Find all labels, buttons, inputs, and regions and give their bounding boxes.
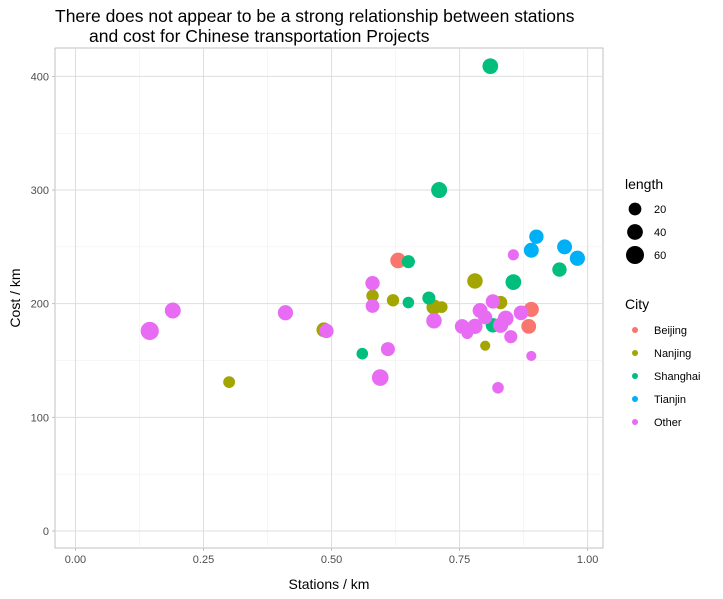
point-nanjing <box>480 340 491 351</box>
color-legend-key <box>632 419 638 425</box>
point-nanjing <box>467 273 483 289</box>
point-other <box>507 249 519 261</box>
point-shanghai <box>505 274 522 290</box>
chart-title-line-1: There does not appear to be a strong rel… <box>55 6 575 26</box>
point-other <box>504 330 518 344</box>
x-tick-label: 0.25 <box>193 554 214 566</box>
size-legend-key <box>627 224 643 240</box>
point-beijing <box>390 252 407 269</box>
point-shanghai <box>482 58 499 75</box>
chart-title-line-2: and cost for Chinese transportation Proj… <box>89 26 430 46</box>
color-legend-label: Beijing <box>654 325 687 337</box>
point-shanghai <box>552 262 567 277</box>
y-tick-label: 400 <box>31 71 49 83</box>
point-other <box>140 321 159 341</box>
color-legend-label: Nanjing <box>654 348 691 360</box>
point-tianjin <box>557 239 573 255</box>
point-other <box>513 305 529 321</box>
point-nanjing <box>366 289 379 302</box>
point-shanghai <box>356 347 369 360</box>
size-legend-key <box>626 246 644 264</box>
y-axis-title: Cost / km <box>7 268 23 327</box>
x-tick-label: 0.75 <box>449 554 470 566</box>
size-legend-title: length <box>625 176 663 192</box>
point-other <box>426 312 442 329</box>
color-legend-label: Other <box>654 417 682 429</box>
point-tianjin <box>523 242 539 258</box>
color-legend-label: Tianjin <box>654 394 686 406</box>
size-legend-label: 40 <box>654 227 666 239</box>
color-legend-title: City <box>625 296 649 312</box>
point-other <box>365 299 380 313</box>
color-legend-key <box>632 373 638 379</box>
x-axis-ticks: 0.00 0.25 0.50 0.75 1.00 <box>65 548 598 566</box>
size-legend-key <box>628 202 642 216</box>
point-other <box>478 310 493 325</box>
point-other <box>467 318 483 335</box>
size-legend-label: 20 <box>654 204 666 216</box>
size-legend-label: 60 <box>654 250 666 262</box>
point-other <box>164 302 181 319</box>
chart-title: There does not appear to be a strong rel… <box>55 6 575 46</box>
point-other <box>371 369 389 386</box>
point-nanjing <box>435 301 448 313</box>
y-tick-label: 100 <box>31 412 49 424</box>
point-beijing <box>521 319 537 334</box>
point-shanghai <box>422 291 436 305</box>
x-axis-title: Stations / km <box>289 576 370 592</box>
y-tick-label: 200 <box>31 299 49 311</box>
major-gridlines <box>55 48 603 548</box>
x-tick-label: 0.00 <box>65 554 86 566</box>
point-other <box>526 350 537 362</box>
point-other <box>319 323 334 339</box>
point-other <box>492 381 504 394</box>
point-tianjin <box>569 250 585 266</box>
size-legend: length 20 40 60 <box>625 176 666 264</box>
point-nanjing <box>386 294 400 307</box>
point-other <box>365 276 380 291</box>
point-shanghai <box>402 296 415 309</box>
color-legend-key <box>632 396 638 402</box>
x-tick-label: 1.00 <box>577 554 598 566</box>
color-legend-key <box>632 350 638 356</box>
point-other <box>380 342 395 357</box>
point-shanghai <box>401 255 415 269</box>
point-other <box>485 294 501 309</box>
data-points <box>140 58 585 394</box>
point-shanghai <box>431 182 448 199</box>
y-axis-ticks: 0 100 200 300 400 <box>31 71 55 538</box>
x-tick-label: 0.50 <box>321 554 342 566</box>
point-other <box>277 305 294 321</box>
y-tick-label: 0 <box>43 526 49 538</box>
point-other <box>497 310 514 327</box>
color-legend-key <box>632 327 638 333</box>
point-nanjing <box>223 376 236 388</box>
y-tick-label: 300 <box>31 185 49 197</box>
color-legend: City Beijing Nanjing Shanghai Tianjin Other <box>625 296 701 429</box>
plot-panel <box>54 47 604 549</box>
point-tianjin <box>529 229 544 244</box>
color-legend-label: Shanghai <box>654 371 701 383</box>
